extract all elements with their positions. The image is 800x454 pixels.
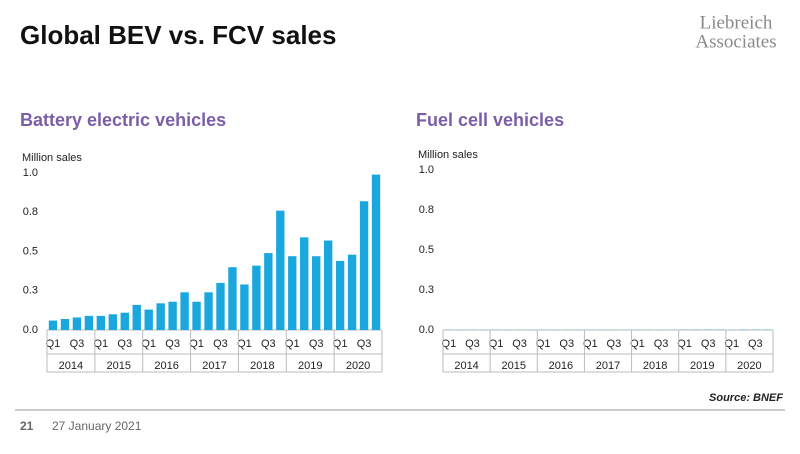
x-tick-label: Q3 xyxy=(213,338,228,350)
x-tick-label: Q3 xyxy=(70,338,85,350)
bar xyxy=(300,237,308,330)
bar xyxy=(276,211,284,330)
year-label: 2016 xyxy=(154,360,178,372)
bar xyxy=(168,302,176,330)
bar xyxy=(133,305,141,330)
x-tick-label: Q3 xyxy=(701,338,716,350)
bar xyxy=(348,255,356,330)
year-label: 2015 xyxy=(501,360,525,372)
bar xyxy=(324,241,332,330)
x-tick-label: Q3 xyxy=(607,338,622,350)
logo-line: Liebreich xyxy=(700,12,773,33)
bar xyxy=(109,314,117,330)
y-axis-label: Million sales xyxy=(22,152,82,164)
bar xyxy=(61,319,69,330)
y-tick-label: 0.3 xyxy=(419,284,434,296)
x-tick-label: Q1 xyxy=(285,338,300,350)
x-tick-label: Q1 xyxy=(677,338,692,350)
bar xyxy=(121,313,129,330)
y-axis-label: Million sales xyxy=(418,149,478,161)
y-tick-label: 0.0 xyxy=(23,324,38,336)
year-label: 2017 xyxy=(596,360,620,372)
x-tick-label: Q3 xyxy=(309,338,324,350)
bar xyxy=(372,175,380,330)
year-label: 2018 xyxy=(250,360,274,372)
year-label: 2014 xyxy=(454,360,478,372)
y-tick-label: 0.8 xyxy=(419,204,434,216)
bar xyxy=(49,321,57,330)
x-tick-label: Q1 xyxy=(583,338,598,350)
bar xyxy=(252,266,260,330)
page-number: 21 xyxy=(20,419,34,433)
bar xyxy=(240,284,248,330)
year-label: 2018 xyxy=(643,360,667,372)
year-label: 2019 xyxy=(690,360,714,372)
x-tick-label: Q1 xyxy=(46,338,61,350)
x-tick-label: Q1 xyxy=(489,338,504,350)
y-tick-label: 0.5 xyxy=(23,245,38,257)
logo-line: Associates xyxy=(695,31,776,52)
year-label: 2017 xyxy=(202,360,226,372)
bar xyxy=(145,310,153,330)
x-tick-label: Q3 xyxy=(261,338,276,350)
x-tick-label: Q1 xyxy=(237,338,252,350)
bar xyxy=(204,292,212,330)
year-label: 2020 xyxy=(346,360,370,372)
bar xyxy=(156,303,164,330)
y-tick-label: 0.3 xyxy=(23,285,38,297)
bar xyxy=(228,267,236,330)
y-tick-label: 0.5 xyxy=(419,244,434,256)
bar xyxy=(264,253,272,330)
bar xyxy=(336,261,344,330)
year-label: 2016 xyxy=(549,360,573,372)
slide-title: Global BEV vs. FCV sales xyxy=(20,20,336,50)
x-tick-label: Q1 xyxy=(93,338,108,350)
bar xyxy=(85,316,93,330)
chart-title: Fuel cell vehicles xyxy=(416,110,564,130)
bar xyxy=(73,317,81,330)
x-tick-label: Q3 xyxy=(654,338,669,350)
footer-date: 27 January 2021 xyxy=(52,419,142,433)
x-tick-label: Q3 xyxy=(357,338,372,350)
year-label: 2015 xyxy=(107,360,131,372)
bar xyxy=(192,302,200,330)
x-tick-label: Q3 xyxy=(117,338,132,350)
chart-title: Battery electric vehicles xyxy=(20,110,226,130)
bar xyxy=(97,316,105,330)
x-tick-label: Q3 xyxy=(559,338,574,350)
x-tick-label: Q3 xyxy=(465,338,480,350)
x-tick-label: Q1 xyxy=(724,338,739,350)
x-tick-label: Q3 xyxy=(165,338,180,350)
source-note: Source: BNEF xyxy=(709,392,783,404)
x-tick-label: Q1 xyxy=(141,338,156,350)
bar xyxy=(288,256,296,330)
y-tick-label: 1.0 xyxy=(419,164,434,176)
bar xyxy=(180,292,188,330)
bar xyxy=(360,201,368,330)
x-tick-label: Q1 xyxy=(442,338,457,350)
y-tick-label: 0.0 xyxy=(419,324,434,336)
x-tick-label: Q1 xyxy=(189,338,204,350)
x-tick-label: Q3 xyxy=(512,338,527,350)
year-label: 2014 xyxy=(59,360,83,372)
bar xyxy=(216,283,224,330)
x-tick-label: Q1 xyxy=(333,338,348,350)
x-tick-label: Q3 xyxy=(748,338,763,350)
bar xyxy=(312,256,320,330)
year-label: 2019 xyxy=(298,360,322,372)
x-tick-label: Q1 xyxy=(536,338,551,350)
y-tick-label: 1.0 xyxy=(23,167,38,179)
y-tick-label: 0.8 xyxy=(23,206,38,218)
year-label: 2020 xyxy=(737,360,761,372)
x-tick-label: Q1 xyxy=(630,338,645,350)
